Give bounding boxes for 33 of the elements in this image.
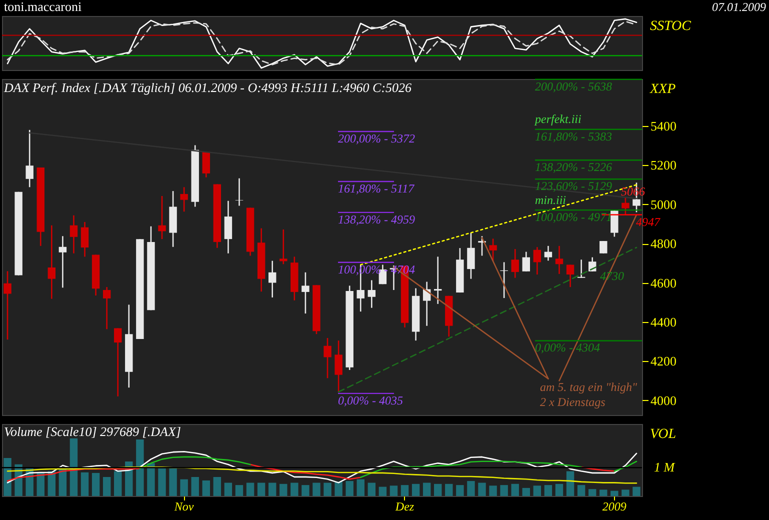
annotation: perfekt.iii	[534, 112, 582, 126]
annotation: 123,60% - 5129	[535, 179, 612, 194]
y-tick-label: 4800	[650, 236, 676, 252]
y-tick-label: 4000	[650, 392, 676, 408]
annotation: min.iii	[535, 193, 566, 207]
y-axis-title: VOL	[650, 427, 676, 442]
y-tick-label: 5400	[650, 118, 676, 134]
text: 07.01.2009	[712, 0, 766, 14]
y-tick-label: 4200	[650, 354, 676, 369]
annotation: 138,20% - 4959	[338, 212, 415, 226]
annotation: 200,00% - 5638	[535, 79, 612, 94]
y-axis-title: XXP	[649, 82, 676, 97]
y-tick-label: 5200	[650, 158, 676, 173]
annotation: 161,80% - 5117	[338, 181, 416, 196]
annotation: 138,20% - 5226	[535, 160, 612, 174]
annotation: 161,80% - 5383	[535, 129, 612, 144]
annotation: am 5. tag ein "high"	[540, 380, 638, 394]
x-tick-label: Nov	[173, 500, 194, 514]
ref-line-label: 1 M	[654, 460, 676, 475]
annotation: 0,00% - 4304	[535, 340, 600, 355]
y-axis-title: SSTOC	[650, 19, 692, 34]
chart-title: DAX Perf. Index [.DAX Täglich] 06.01.2009 - O:4993 H:5111 L:4960 C:5026	[3, 80, 412, 95]
annotation: 2 x Dienstags	[540, 395, 606, 409]
y-tick-label: 4600	[650, 275, 676, 290]
y-tick-label: 4400	[650, 314, 676, 330]
annotation: 200,00% - 5372	[338, 132, 415, 146]
y-tick-label: 5000	[650, 196, 676, 212]
x-tick-label: Dez	[394, 500, 414, 514]
chart-title: Volume [Scale10] 297689 [.DAX]	[4, 424, 181, 439]
x-tick-label: 2009	[602, 500, 626, 514]
chart-title: toni.maccaroni	[4, 0, 82, 14]
ref-line-label: 4947	[636, 214, 661, 229]
annotation: 0,00% - 4035	[338, 393, 403, 408]
